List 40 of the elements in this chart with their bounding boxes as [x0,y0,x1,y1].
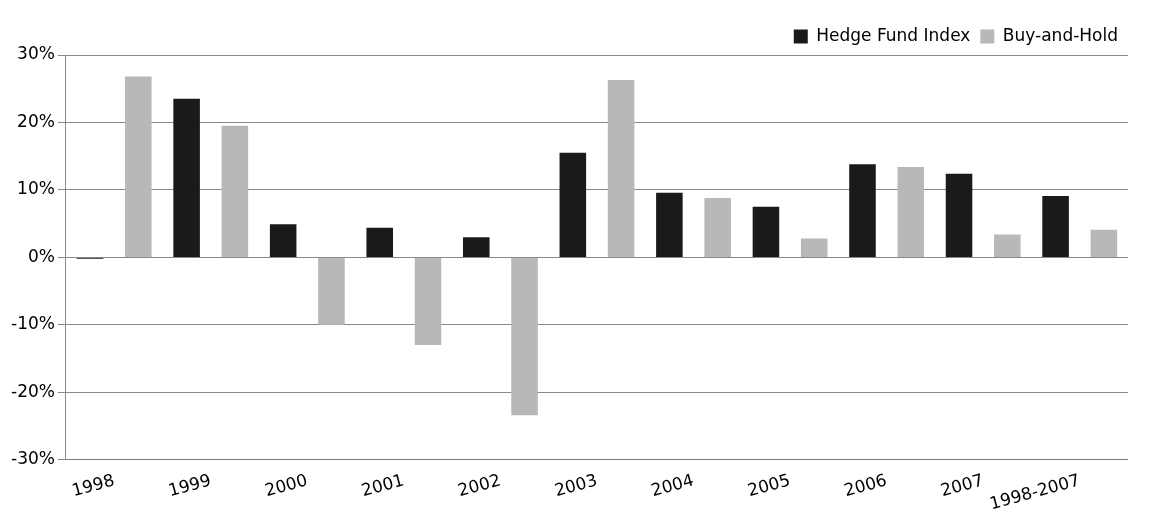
x-tick-label: 2004 [648,469,696,501]
x-tick-label: 1998 [69,469,117,501]
y-tick-label: 0% [27,245,55,266]
bar [897,167,925,257]
bar [366,227,393,257]
y-tick-label: 30% [17,43,55,64]
bar [994,234,1021,257]
y-tick-label: -30% [11,448,55,469]
y-tick-label: 20% [17,110,55,131]
y-tick-label: -20% [11,380,55,401]
legend-label: Buy-and-Hold [1002,24,1119,45]
bar [1042,196,1069,257]
bar [607,79,635,257]
bar [1090,229,1118,257]
bar [318,257,345,325]
bar [462,237,490,257]
bar [752,206,780,257]
bar [511,257,538,416]
bar [269,224,297,257]
y-tick-label: -10% [11,313,55,334]
x-tick-label: 1999 [165,469,213,501]
bar [221,125,249,257]
bar [414,257,442,346]
bar [704,198,731,257]
x-tick-label: 2001 [359,469,407,501]
x-tick-label: 2005 [745,469,793,501]
x-tick-label: 2007 [938,469,986,501]
bar [559,152,587,257]
legend-label: Hedge Fund Index [816,24,971,45]
bar [945,173,973,257]
x-tick-label: 2002 [455,469,503,501]
x-tick-label: 2000 [262,469,310,501]
bar [173,98,200,257]
bar [800,238,828,257]
x-tick-label: 2003 [552,469,600,501]
bar [656,192,683,257]
bar [849,164,876,257]
x-tick-label: 2006 [841,469,889,501]
bar [125,76,152,257]
y-tick-label: 10% [17,178,55,199]
